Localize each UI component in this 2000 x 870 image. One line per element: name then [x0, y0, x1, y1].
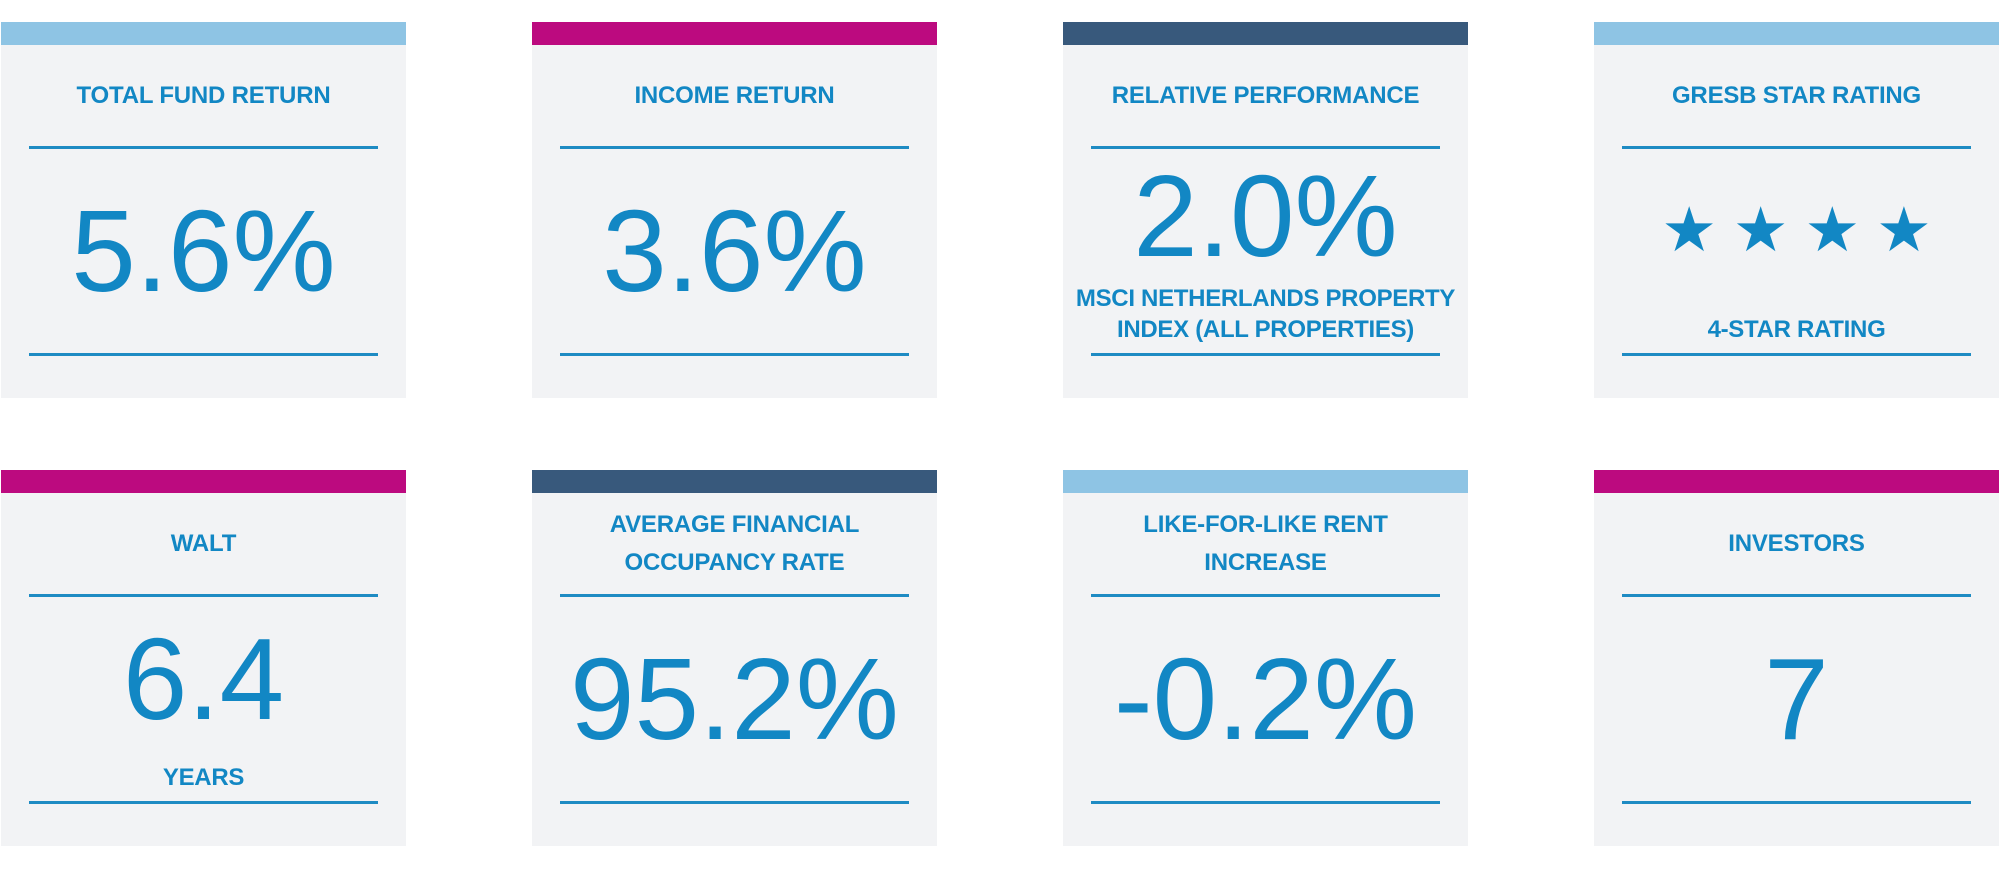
card-title: INCOME RETURN [634, 81, 835, 109]
star-icon: ★ [1661, 196, 1717, 266]
card-title: INVESTORS [1728, 529, 1865, 557]
separator-bottom [29, 353, 378, 356]
separator-top [560, 594, 909, 597]
card-body: GRESB STAR RATING ★ ★ ★ ★ 4-STAR RATING [1594, 45, 1999, 398]
card-value: 2.0% [1133, 150, 1398, 281]
card-accent-bar [1, 470, 406, 493]
card-value: -0.2% [1113, 634, 1418, 764]
card-value: 3.6% [602, 186, 867, 316]
separator-top [29, 146, 378, 149]
card-value-wrap: 95.2% [570, 597, 899, 801]
card-body: TOTAL FUND RETURN 5.6% [1, 45, 406, 398]
card-value-area: 95.2% [532, 597, 937, 801]
card-value-area: 6.4 YEARS [1, 597, 406, 801]
kpi-card: LIKE-FOR-LIKE RENT INCREASE -0.2% [1063, 470, 1468, 846]
card-accent-bar [1594, 470, 1999, 493]
card-value-area: ★ ★ ★ ★ 4-STAR RATING [1594, 149, 1999, 353]
star-icon: ★ [1804, 196, 1861, 266]
card-value-wrap: 5.6% [71, 149, 335, 353]
card-body: WALT 6.4 YEARS [1, 493, 406, 846]
separator-top [1091, 594, 1440, 597]
card-value-wrap: 6.4 [123, 597, 284, 762]
card-value-area: 3.6% [532, 149, 937, 353]
card-footer-space [532, 356, 937, 398]
card-body: AVERAGE FINANCIAL OCCUPANCY RATE 95.2% [532, 493, 937, 846]
separator-bottom [29, 801, 378, 804]
stars-row: ★ ★ ★ ★ [1661, 200, 1931, 262]
card-value-area: -0.2% [1063, 597, 1468, 801]
card-body: INCOME RETURN 3.6% [532, 45, 937, 398]
card-accent-bar [1, 22, 406, 45]
card-caption: YEARS [162, 763, 245, 791]
card-accent-bar [532, 470, 937, 493]
card-accent-bar [532, 22, 937, 45]
card-title: AVERAGE FINANCIAL OCCUPANCY RATE [609, 511, 860, 576]
separator-top [1091, 146, 1440, 149]
card-title: LIKE-FOR-LIKE RENT INCREASE [1143, 511, 1388, 576]
card-caption: MSCI NETHERLANDS PROPERTY INDEX (ALL PRO… [1075, 284, 1456, 343]
card-body: INVESTORS 7 [1594, 493, 1999, 846]
separator-bottom [1091, 801, 1440, 804]
kpi-card: GRESB STAR RATING ★ ★ ★ ★ 4-STAR RATING [1594, 22, 1999, 398]
separator-top [560, 146, 909, 149]
card-footer-space [532, 804, 937, 846]
kpi-card: RELATIVE PERFORMANCE 2.0% MSCI NETHERLAN… [1063, 22, 1468, 398]
card-title: RELATIVE PERFORMANCE [1111, 81, 1420, 109]
star-icon: ★ [1876, 196, 1932, 266]
card-value-wrap: 7 [1764, 597, 1829, 801]
card-value-area: 2.0% MSCI NETHERLANDS PROPERTY INDEX (AL… [1063, 149, 1468, 353]
star-icon: ★ [1732, 196, 1789, 266]
card-value: 6.4 [122, 614, 285, 745]
card-title: TOTAL FUND RETURN [76, 81, 331, 109]
card-value: 7 [1764, 634, 1829, 764]
kpi-card: INCOME RETURN 3.6% [532, 22, 937, 398]
card-body: RELATIVE PERFORMANCE 2.0% MSCI NETHERLAN… [1063, 45, 1468, 398]
kpi-card: WALT 6.4 YEARS [1, 470, 406, 846]
card-footer-space [1063, 356, 1468, 398]
separator-bottom [1622, 801, 1971, 804]
card-title: WALT [170, 529, 237, 557]
card-value-area: 7 [1594, 597, 1999, 801]
separator-top [1622, 146, 1971, 149]
card-accent-bar [1063, 22, 1468, 45]
separator-top [1622, 594, 1971, 597]
card-value: 5.6% [71, 186, 336, 316]
card-value-wrap: 3.6% [602, 149, 866, 353]
separator-bottom [560, 353, 909, 356]
separator-bottom [1622, 353, 1971, 356]
kpi-card: AVERAGE FINANCIAL OCCUPANCY RATE 95.2% [532, 470, 937, 846]
separator-top [29, 594, 378, 597]
card-body: LIKE-FOR-LIKE RENT INCREASE -0.2% [1063, 493, 1468, 846]
card-footer-space [1594, 804, 1999, 846]
card-accent-bar [1063, 470, 1468, 493]
card-footer-space [1594, 356, 1999, 398]
card-accent-bar [1594, 22, 1999, 45]
separator-bottom [1091, 353, 1440, 356]
card-value-area: 5.6% [1, 149, 406, 353]
card-title: GRESB STAR RATING [1671, 81, 1922, 109]
card-value: 95.2% [570, 634, 899, 764]
card-footer-space [1, 804, 406, 846]
separator-bottom [560, 801, 909, 804]
card-value-wrap: ★ ★ ★ ★ [1661, 149, 1931, 314]
kpi-grid: TOTAL FUND RETURN 5.6% INCOME RETURN 3.6… [1, 22, 1999, 846]
card-value-wrap: 2.0% [1133, 149, 1397, 283]
card-value-wrap: -0.2% [1114, 597, 1417, 801]
card-footer-space [1, 356, 406, 398]
kpi-card: INVESTORS 7 [1594, 470, 1999, 846]
kpi-card: TOTAL FUND RETURN 5.6% [1, 22, 406, 398]
card-footer-space [1063, 804, 1468, 846]
card-caption: 4-STAR RATING [1707, 315, 1886, 343]
